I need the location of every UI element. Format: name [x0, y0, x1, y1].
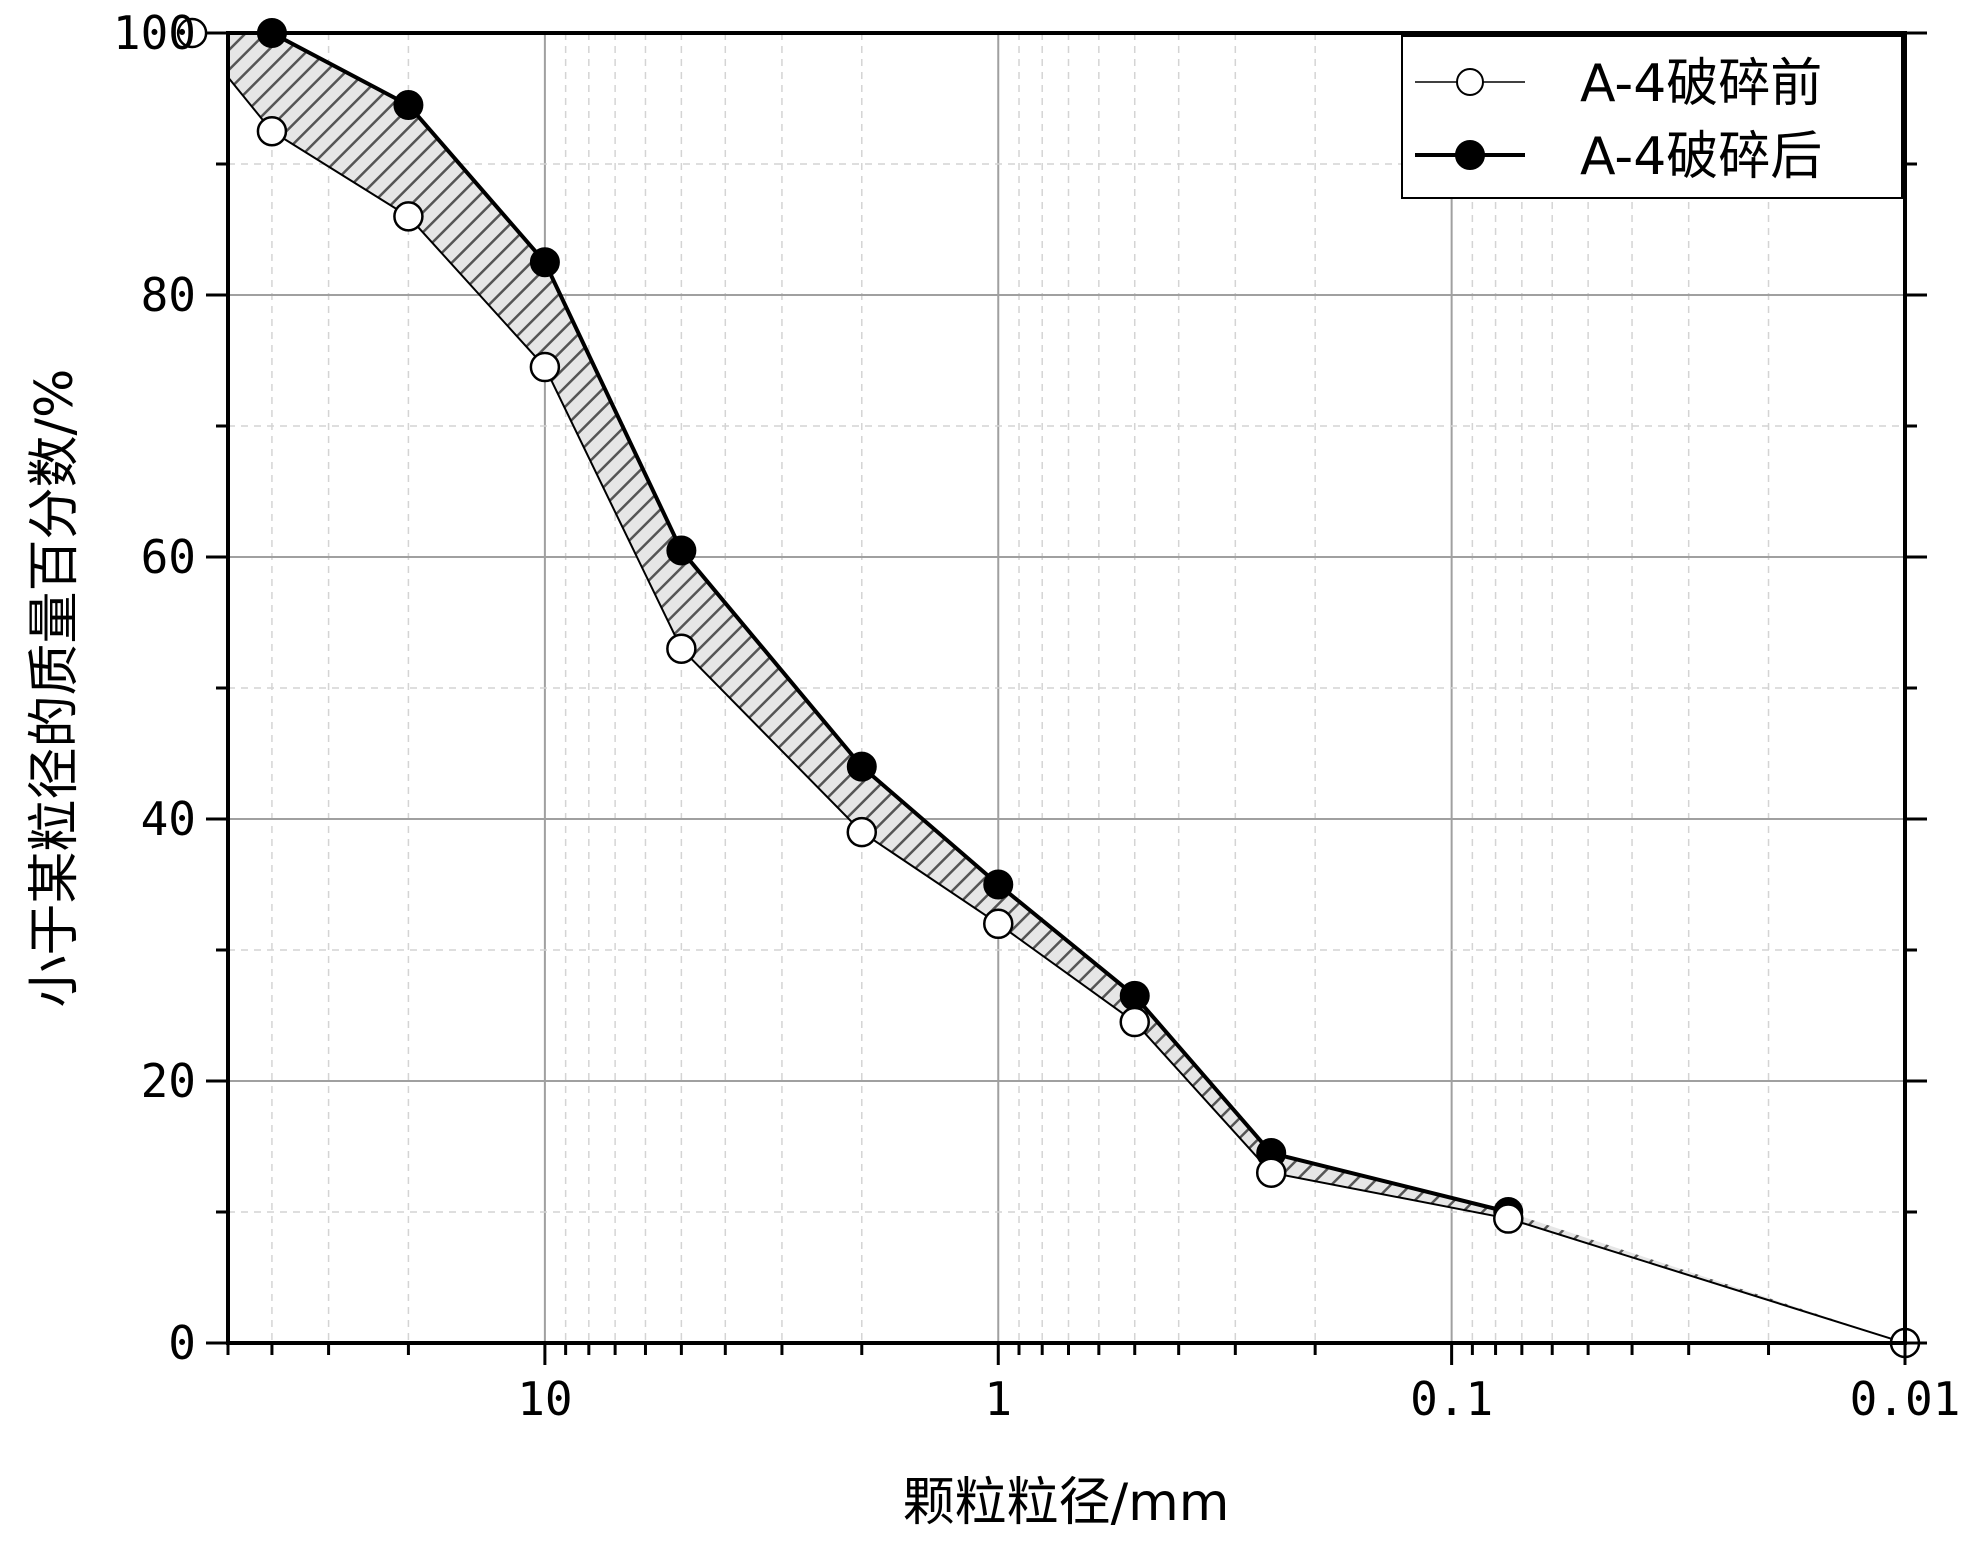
legend-label-before: A-4破碎前: [1580, 54, 1822, 114]
point-before: [666, 633, 697, 664]
y-tick-label: 40: [141, 792, 196, 846]
x-axis-title: 颗粒粒径/mm: [903, 1473, 1230, 1533]
point-before: [1255, 1157, 1287, 1188]
point-before: [256, 116, 288, 147]
point-before: [529, 351, 561, 383]
point-before: [393, 201, 424, 232]
legend-marker-after: [1455, 140, 1485, 170]
point-before: [983, 908, 1014, 940]
legend-box: [1401, 35, 1903, 199]
band-fill: [228, 33, 1905, 1343]
y-axis-title: 小于某粒径的质量百分数/%: [25, 369, 85, 1008]
legend: A-4破碎前 A-4破碎后: [1401, 35, 1903, 199]
points-layer: [176, 17, 1921, 1359]
point-after: [529, 247, 560, 278]
x-tick-label: 1: [984, 1372, 1012, 1426]
band-fill-layer: [228, 33, 1905, 1343]
axis-tick-labels: 0 20 40 60 80 100 10 1 0.1 0.01: [113, 6, 1960, 1426]
point-after: [666, 535, 697, 566]
series-line-after: [228, 33, 1509, 1214]
point-after: [393, 90, 424, 121]
point-after: [1119, 980, 1150, 1011]
y-tick-label: 0: [168, 1316, 196, 1370]
legend-marker-before: [1456, 68, 1484, 96]
legend-label-after: A-4破碎后: [1580, 127, 1822, 187]
axis-ticks: [206, 31, 1927, 1365]
x-tick-label: 0.1: [1410, 1372, 1493, 1426]
x-tick-label: 0.01: [1850, 1372, 1961, 1426]
point-before: [1119, 1006, 1150, 1038]
point-before: [846, 816, 878, 848]
y-tick-label: 100: [113, 6, 196, 60]
y-tick-label: 60: [141, 530, 196, 584]
y-tick-label: 20: [141, 1054, 196, 1108]
y-tick-label: 80: [141, 268, 196, 322]
point-before: [1493, 1203, 1524, 1234]
x-tick-label: 10: [517, 1372, 572, 1426]
point-after: [983, 869, 1014, 900]
point-after: [846, 751, 877, 782]
